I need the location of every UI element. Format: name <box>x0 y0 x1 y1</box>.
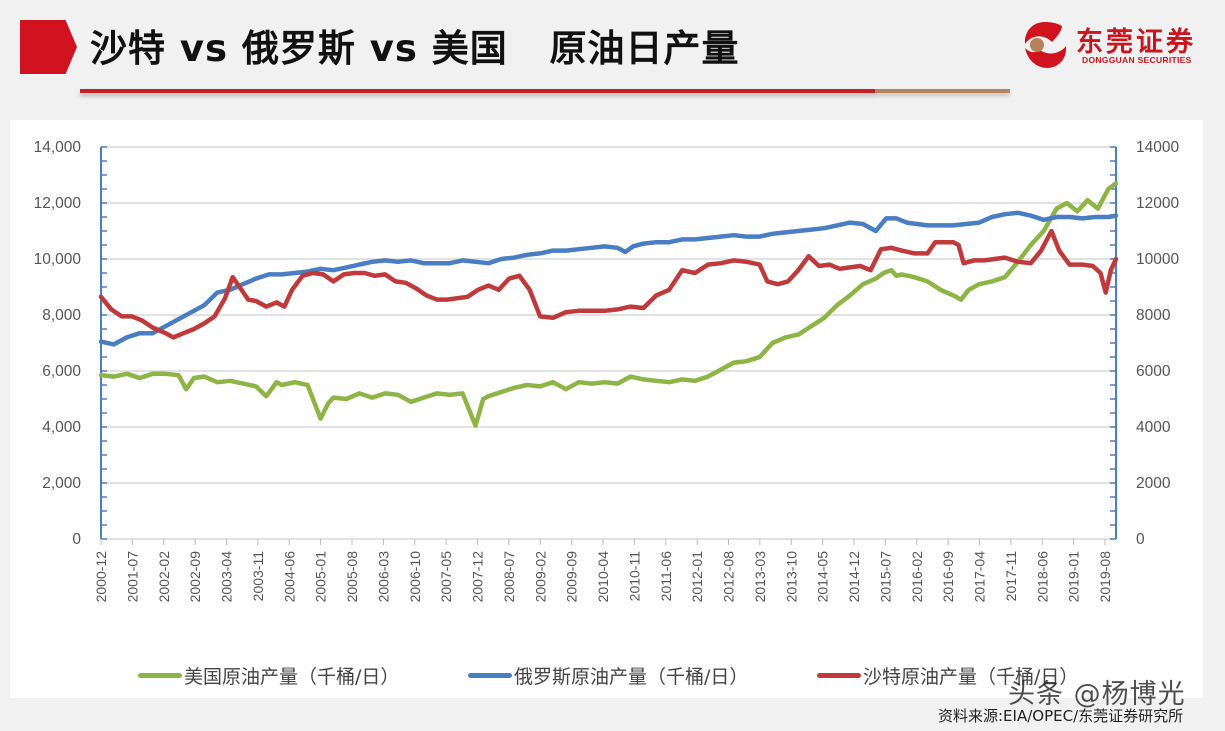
x-tick-label: 2015-07 <box>877 551 893 603</box>
y-right-tick-label: 4000 <box>1136 419 1171 436</box>
x-tick-label: 2002-09 <box>187 551 203 603</box>
x-tick-label: 2006-10 <box>407 551 423 603</box>
y-left-tick-label: 10,000 <box>34 251 82 268</box>
y-right-tick-label: 10000 <box>1136 251 1179 268</box>
y-right-tick-label: 0 <box>1136 531 1145 548</box>
x-tick-label: 2012-08 <box>721 551 737 603</box>
y-axis-right: 0 2000 4000 6000 8000 10000 12000 14000 <box>1110 139 1179 548</box>
y-left-tick-label: 0 <box>72 531 81 548</box>
logo-english-text: DONGGUAN SECURITIES <box>1082 55 1192 65</box>
x-tick-label: 2018-06 <box>1034 551 1050 603</box>
logo-chinese-text: 东莞证券 <box>1076 27 1196 58</box>
chart-panel: 0 2,000 4,000 6,000 8,000 10,000 12,000 14,000 … <box>10 120 1203 698</box>
x-tick-label: 2013-10 <box>783 551 799 603</box>
x-tick-label: 2001-07 <box>124 551 140 603</box>
x-tick-label: 2009-09 <box>564 551 580 603</box>
x-tick-label: 2014-12 <box>846 551 862 603</box>
legend-swatch-russia <box>468 672 512 678</box>
x-tick-label: 2000-12 <box>93 551 109 603</box>
x-tick-label: 2017-04 <box>972 551 988 603</box>
y-left-tick-label: 6,000 <box>42 363 81 380</box>
x-tick-label: 2005-08 <box>344 551 360 603</box>
x-tick-label: 2011-06 <box>658 551 674 602</box>
x-tick-label: 2003-04 <box>219 551 235 603</box>
y-right-tick-label: 8000 <box>1136 307 1171 324</box>
y-right-tick-label: 12000 <box>1136 195 1179 212</box>
x-tick-label: 2013-03 <box>752 551 768 603</box>
y-left-tick-label: 2,000 <box>42 475 81 492</box>
legend-item-saudi: 沙特原油产量（千桶/日） <box>817 663 1079 688</box>
legend-swatch-saudi <box>817 672 861 678</box>
gridlines <box>101 146 1116 540</box>
y-left-tick-label: 8,000 <box>42 307 81 324</box>
title-underline-gold <box>875 89 1010 93</box>
legend-item-us: 美国原油产量（千桶/日） <box>138 663 400 688</box>
y-left-tick-label: 12,000 <box>34 195 82 212</box>
legend-label-russia: 俄罗斯原油产量（千桶/日） <box>514 665 749 688</box>
x-tick-label: 2012-01 <box>689 551 705 603</box>
x-tick-label: 2003-11 <box>250 551 266 602</box>
y-right-tick-label: 2000 <box>1136 475 1171 492</box>
logo-mark-icon <box>1024 22 1067 68</box>
x-tick-label: 2017-11 <box>1003 551 1019 602</box>
series-lines <box>98 181 1119 428</box>
x-tick-label: 2009-02 <box>532 551 548 603</box>
y-axis-left: 0 2,000 4,000 6,000 8,000 10,000 12,000 14,000 <box>34 139 107 548</box>
x-tick-label: 2005-01 <box>313 551 329 603</box>
legend-label-us: 美国原油产量（千桶/日） <box>184 665 400 688</box>
x-tick-label: 2010-04 <box>595 551 611 603</box>
x-tick-label: 2016-02 <box>909 551 925 603</box>
x-tick-label: 2007-12 <box>470 551 486 603</box>
series-line <box>98 210 1119 347</box>
x-tick-label: 2019-01 <box>1066 551 1082 603</box>
x-tick-label: 2014-05 <box>815 551 831 603</box>
y-right-tick-label: 14000 <box>1136 139 1179 156</box>
title-accent-block <box>20 20 77 74</box>
data-source-note: 资料来源:EIA/OPEC/东莞证券研究所 <box>938 707 1184 725</box>
watermark: 头条 @杨博光 <box>1008 679 1186 710</box>
legend-label-saudi: 沙特原油产量（千桶/日） <box>863 665 1079 688</box>
series-line <box>98 228 1119 340</box>
series-line <box>98 181 1119 428</box>
x-tick-label: 2002-02 <box>156 551 172 603</box>
x-tick-label: 2007-05 <box>438 551 454 603</box>
line-chart: 02,0004,0006,0008,00010,00012,00014,000 … <box>34 139 1180 602</box>
legend-item-russia: 俄罗斯原油产量（千桶/日） <box>468 663 749 688</box>
x-tick-label: 2019-08 <box>1097 551 1113 603</box>
x-tick-label: 2008-07 <box>501 551 517 603</box>
y-left-tick-label: 4,000 <box>42 419 81 436</box>
y-left-tick-label: 14,000 <box>34 139 82 156</box>
x-tick-label: 2010-11 <box>626 551 642 602</box>
title-underline-red <box>80 89 875 93</box>
legend-swatch-us <box>138 672 182 678</box>
dongguan-securities-logo: 东莞证券 DONGGUAN SECURITIES <box>1022 18 1212 72</box>
y-right-tick-label: 6000 <box>1136 363 1171 380</box>
x-axis: 2000-12 2001-07 2002-02 2002-09 2003-04 2003-… <box>93 539 1113 602</box>
x-tick-label: 2004-06 <box>281 551 297 603</box>
x-tick-label: 2006-03 <box>375 551 391 603</box>
x-tick-label: 2016-09 <box>940 551 956 603</box>
page-title: 沙特 vs 俄罗斯 vs 美国 原油日产量 <box>90 27 740 70</box>
